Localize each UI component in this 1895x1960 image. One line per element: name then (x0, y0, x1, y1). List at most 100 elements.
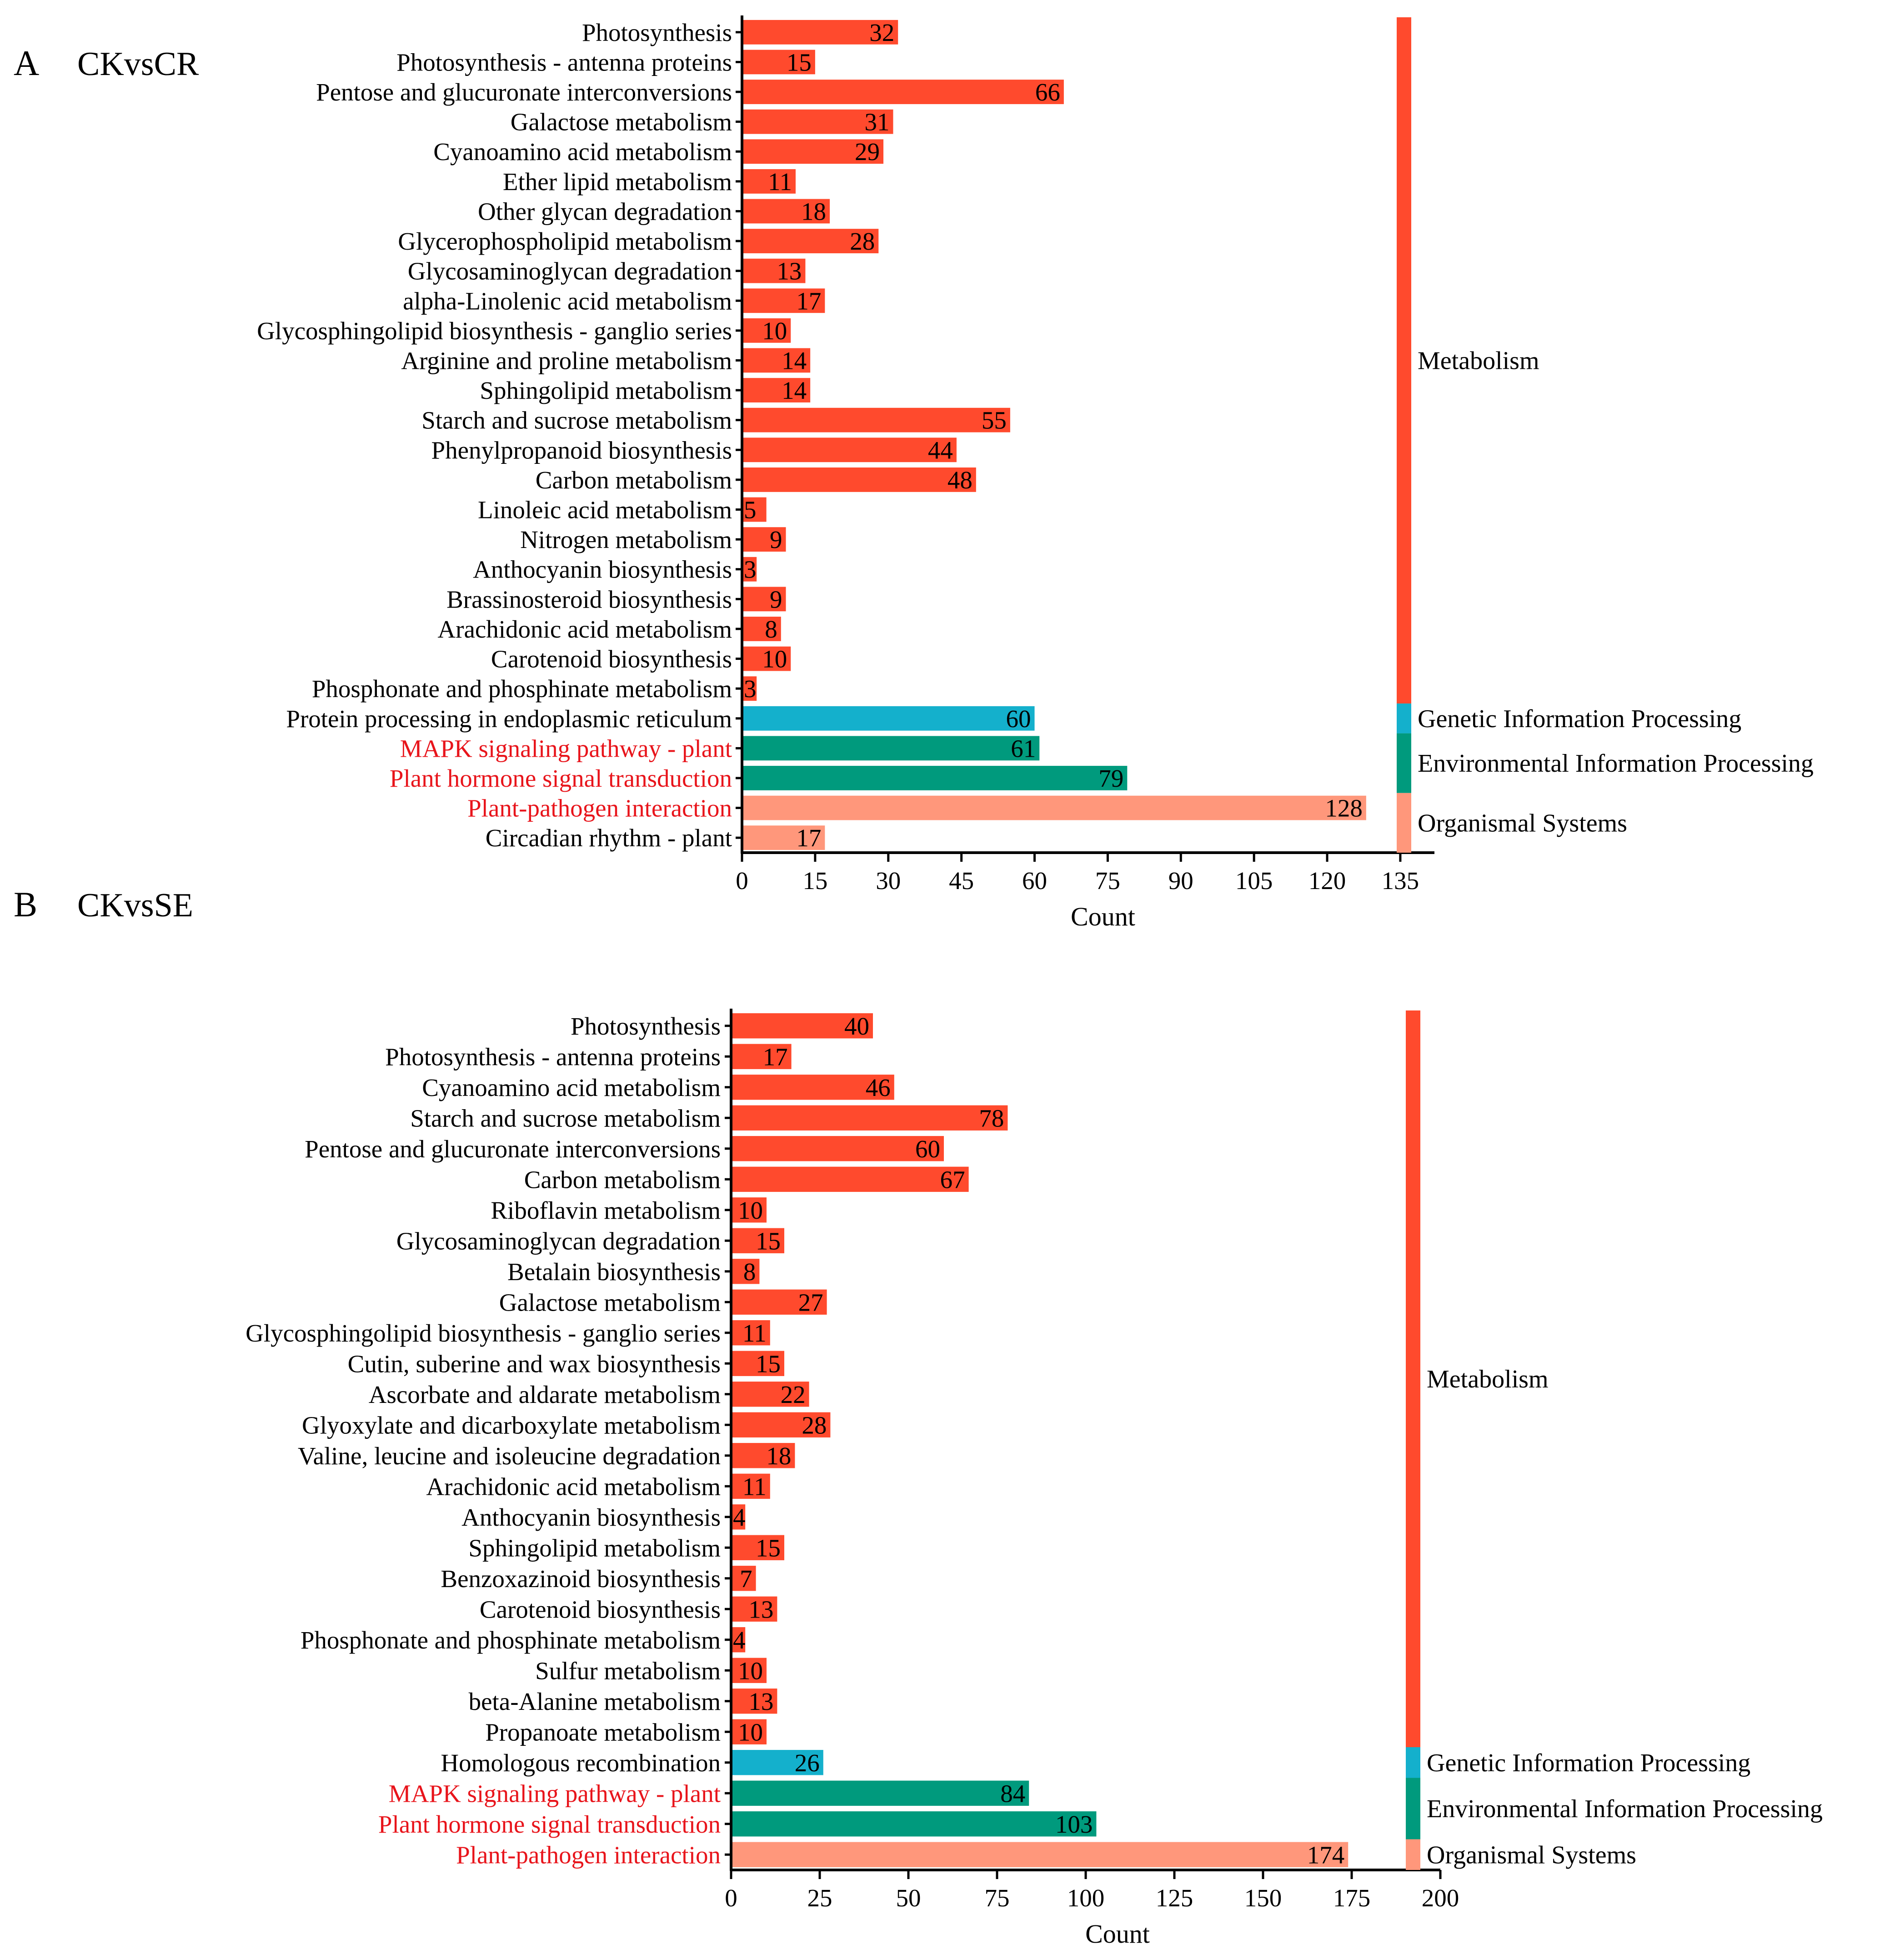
bar-value-label: 15 (787, 48, 812, 76)
bar-value-label: 11 (768, 168, 792, 196)
bar-value-label: 10 (762, 317, 787, 345)
x-tick-label: 0 (725, 1884, 737, 1912)
category-label: Other glycan degradation (478, 197, 732, 225)
bar-value-label: 3 (744, 675, 757, 703)
bar (731, 1780, 1029, 1806)
bar-value-label: 5 (744, 496, 757, 524)
bar (731, 1105, 1008, 1131)
bar (731, 1351, 784, 1376)
bar (742, 199, 830, 224)
group-color-bar (1397, 793, 1411, 853)
bar-value-label: 44 (928, 436, 953, 464)
group-color-bar (1397, 733, 1411, 793)
panel-a-x-axis-title: Count (1071, 902, 1135, 931)
bar (731, 1473, 770, 1499)
bar-value-label: 28 (850, 227, 875, 255)
bar (731, 1811, 1097, 1837)
bar (731, 1044, 792, 1069)
bar-value-label: 14 (782, 347, 807, 374)
category-label: Photosynthesis - antenna proteins (385, 1043, 721, 1070)
bar (742, 229, 879, 253)
bar (742, 736, 1040, 761)
category-label: Cutin, suberine and wax biosynthesis (348, 1350, 721, 1377)
bar-value-label: 3 (744, 556, 757, 583)
category-label: Phosphonate and phosphinate metabolism (301, 1626, 721, 1654)
bar-value-label: 28 (802, 1411, 827, 1439)
bar-value-label: 13 (777, 257, 802, 285)
bar (742, 288, 825, 313)
category-label: Benzoxazinoid biosynthesis (441, 1565, 721, 1593)
panel-a-letter: A (14, 43, 39, 83)
category-label: Ether lipid metabolism (503, 168, 732, 196)
bar-value-label: 79 (1098, 764, 1123, 792)
bar-value-label: 174 (1307, 1841, 1345, 1869)
category-label: beta-Alanine metabolism (469, 1688, 721, 1715)
bar (742, 50, 815, 75)
bar (742, 258, 806, 283)
bar-value-label: 48 (948, 466, 973, 494)
bar-value-label: 66 (1035, 78, 1060, 106)
category-label: Cyanoamino acid metabolism (422, 1074, 721, 1101)
category-label: Phosphonate and phosphinate metabolism (312, 675, 732, 703)
bar-value-label: 17 (763, 1043, 788, 1070)
category-label: Circadian rhythm - plant (486, 824, 732, 852)
group-label: Organismal Systems (1427, 1841, 1636, 1869)
bar-value-label: 27 (798, 1288, 823, 1316)
bar (742, 169, 796, 194)
bar (742, 407, 1010, 432)
group-color-bar (1397, 703, 1411, 734)
category-label: Valine, leucine and isoleucine degradati… (298, 1442, 721, 1470)
bar (731, 1228, 784, 1253)
bar-value-label: 11 (742, 1473, 767, 1500)
bar-value-label: 4 (733, 1503, 746, 1531)
x-tick-label: 100 (1067, 1884, 1105, 1912)
bar-value-label: 55 (982, 407, 1007, 434)
bar (731, 1535, 784, 1560)
panel-b-chart: B CKvsSE Photosynthesis Photosynthesis - … (14, 885, 1823, 1949)
bar (731, 1658, 767, 1683)
panel-b-category-groups: Metabolism Genetic Information Processing… (1406, 1010, 1823, 1870)
bar-value-label: 11 (742, 1319, 767, 1347)
bar (742, 467, 976, 492)
category-label: Sulfur metabolism (535, 1657, 721, 1684)
category-label: Arachidonic acid metabolism (437, 615, 732, 643)
bar-value-label: 13 (748, 1688, 773, 1715)
category-label: Betalain biosynthesis (507, 1258, 721, 1286)
panel-a-bars (742, 20, 1366, 850)
bar (731, 1719, 767, 1744)
bar-value-label: 60 (1006, 705, 1031, 733)
group-label: Metabolism (1427, 1365, 1549, 1393)
category-label: Sphingolipid metabolism (468, 1534, 721, 1562)
bar (731, 1013, 873, 1039)
group-label: Genetic Information Processing (1427, 1749, 1750, 1777)
x-tick-label: 105 (1235, 867, 1273, 895)
bar (742, 795, 1366, 820)
bar-value-label: 13 (748, 1595, 773, 1623)
category-label: Galactose metabolism (499, 1288, 721, 1316)
category-label: Carbon metabolism (536, 466, 732, 494)
bar-value-label: 7 (740, 1565, 752, 1593)
bar-value-label: 15 (756, 1350, 781, 1377)
group-color-bar (1406, 1839, 1420, 1870)
category-label: Propanoate metabolism (485, 1718, 721, 1746)
category-label: Arachidonic acid metabolism (426, 1473, 721, 1500)
category-label: Protein processing in endoplasmic reticu… (286, 705, 732, 733)
panel-b-value-labels: 4017467860671015827111522281811415713410… (733, 1012, 1344, 1869)
group-label: Environmental Information Processing (1418, 749, 1814, 778)
x-tick-label: 135 (1382, 867, 1419, 895)
category-label: Pentose and glucuronate interconversions (305, 1135, 721, 1163)
bar (742, 348, 811, 373)
x-tick-label: 45 (949, 867, 974, 895)
x-tick-label: 0 (736, 867, 748, 895)
bar-value-label: 32 (869, 19, 894, 46)
category-label: Cyanoamino acid metabolism (433, 138, 732, 166)
bar-value-label: 29 (855, 138, 880, 166)
category-label: Carotenoid biosynthesis (491, 645, 732, 673)
panel-a-value-labels: 3215663129111828131710141455444859398103… (744, 19, 1363, 852)
category-label: Glycosaminoglycan degradation (396, 1227, 721, 1255)
bar (742, 139, 884, 164)
category-label: Photosynthesis (571, 1012, 721, 1040)
bar (742, 20, 898, 45)
bar-value-label: 18 (766, 1442, 791, 1470)
